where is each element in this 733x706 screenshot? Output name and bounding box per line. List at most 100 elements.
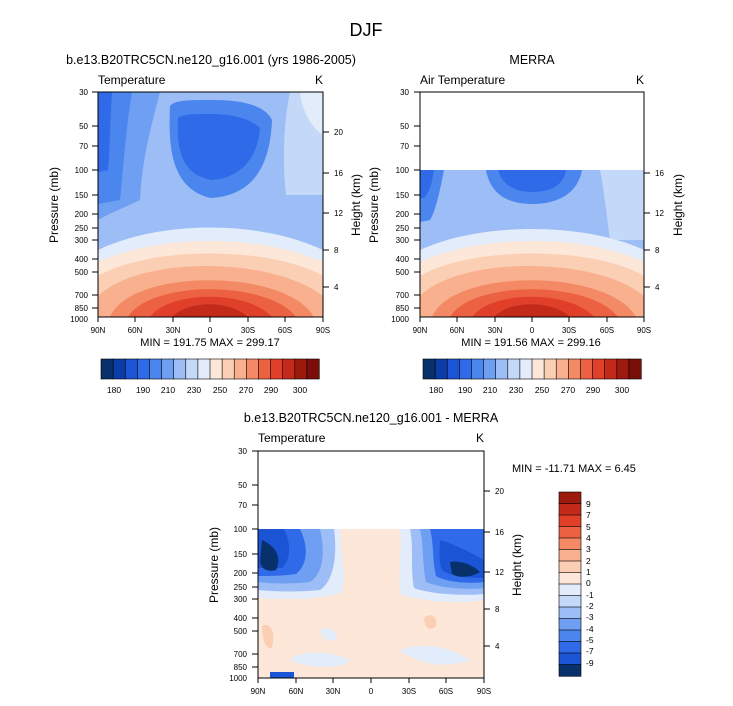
panel-difference-left-label: Temperature [258, 431, 326, 445]
y-tick: 700 [234, 650, 248, 659]
y-tick: 300 [396, 236, 410, 245]
colorbar-swatch [149, 358, 163, 380]
colorbar-swatch [483, 358, 497, 380]
y-tick: 400 [75, 255, 89, 264]
colorbar-swatch [558, 629, 582, 643]
colorbar-swatch [558, 583, 582, 597]
panel-merra-y2label: Height (km) [671, 174, 685, 236]
colorbar-swatch [422, 358, 436, 380]
colorbar-label: -5 [586, 635, 594, 645]
colorbar-swatch [604, 358, 618, 380]
y-tick: 150 [234, 550, 248, 559]
panel-model-ylabel: Pressure (mb) [47, 167, 61, 243]
y-tick: 50 [79, 122, 88, 131]
panel-model-y2-ticks: 20 16 12 8 4 [334, 128, 343, 292]
colorbar-label: 250 [213, 385, 227, 395]
colorbar-swatch [558, 664, 582, 677]
x-tick: 30S [402, 687, 416, 696]
y-tick: 500 [75, 268, 89, 277]
y-tick: 70 [400, 142, 409, 151]
y2-tick: 12 [495, 568, 504, 577]
x-tick: 90S [316, 326, 330, 335]
y-tick: 150 [75, 191, 89, 200]
x-tick: 60N [289, 687, 304, 696]
y-tick: 700 [75, 291, 89, 300]
colorbar-swatch [471, 358, 485, 380]
panel-model-right-label: K [315, 73, 323, 87]
colorbar-swatch [112, 358, 126, 380]
panel-model-field [98, 92, 323, 317]
colorbar-label: -2 [586, 601, 594, 611]
y-tick: 70 [238, 501, 247, 510]
colorbar-label: 190 [458, 385, 472, 395]
colorbar-swatch [558, 652, 582, 666]
colorbar-label: 270 [561, 385, 575, 395]
colorbar-label: -1 [586, 590, 594, 600]
y-tick: 70 [79, 142, 88, 151]
colorbar-swatch [558, 560, 582, 574]
x-tick: 90S [477, 687, 491, 696]
y-tick: 30 [79, 88, 88, 97]
colorbar-swatch [558, 537, 582, 551]
colorbar-swatch [185, 358, 199, 380]
colorbar-label: 270 [239, 385, 253, 395]
colorbar-label: -7 [586, 646, 594, 656]
panel-merra: MERRA Air Temperature K 30 50 70 100 150 [367, 53, 685, 395]
y2-tick: 16 [495, 528, 504, 537]
y-tick: 200 [396, 210, 410, 219]
y-tick: 30 [238, 447, 247, 456]
colorbar-swatch [558, 618, 582, 631]
colorbar-swatch [628, 358, 642, 380]
colorbar-label: 300 [293, 385, 307, 395]
y-tick: 300 [234, 595, 248, 604]
panel-merra-title: MERRA [509, 53, 555, 67]
y-tick: 1000 [70, 315, 88, 324]
y2-tick: 8 [495, 605, 500, 614]
panel-difference-y-ticks: 30 50 70 100 150 200 250 300 400 500 700… [229, 447, 247, 683]
colorbar-swatch [558, 572, 582, 585]
x-tick: 30S [562, 326, 576, 335]
x-tick: 90N [91, 326, 106, 335]
colorbar-label: -9 [586, 658, 594, 668]
colorbar-swatch [558, 514, 582, 528]
y-tick: 100 [396, 166, 410, 175]
y-tick: 250 [234, 583, 248, 592]
panel-merra-ylabel: Pressure (mb) [367, 167, 381, 243]
y-tick: 400 [234, 614, 248, 623]
panel-model: b.e13.B20TRC5CN.ne120_g16.001 (yrs 1986-… [47, 53, 363, 395]
colorbar-label: 250 [535, 385, 549, 395]
y2-tick: 12 [334, 209, 343, 218]
colorbar-swatch [558, 606, 582, 620]
y-tick: 200 [234, 569, 248, 578]
colorbar-swatch [558, 526, 582, 539]
y-tick: 100 [75, 166, 89, 175]
panel-merra-min-max: MIN = 191.56 MAX = 299.16 [461, 337, 600, 349]
panel-merra-left-label: Air Temperature [420, 73, 505, 87]
y2-tick: 16 [334, 169, 343, 178]
colorbar-swatch [616, 358, 630, 380]
panel-model-colorbar-labels: 180 190 210 230 250 270 290 300 [107, 385, 307, 395]
panel-model-colorbar [100, 358, 320, 380]
x-tick: 90N [413, 326, 428, 335]
colorbar-swatch [233, 358, 247, 380]
colorbar-swatch [197, 358, 211, 380]
panel-model-y2label: Height (km) [349, 174, 363, 236]
y-tick: 30 [400, 88, 409, 97]
x-tick: 30N [326, 687, 341, 696]
panel-model-x-ticks: 90N 60N 30N 0 30S 60S 90S [91, 326, 330, 335]
y-tick: 850 [396, 304, 410, 313]
y-tick: 150 [396, 191, 410, 200]
x-tick: 90S [637, 326, 651, 335]
colorbar-swatch [558, 503, 582, 516]
y-tick: 1000 [229, 674, 247, 683]
panel-merra-right-label: K [636, 73, 644, 87]
x-tick: 30N [166, 326, 181, 335]
colorbar-swatch [531, 358, 545, 380]
y-tick: 250 [396, 224, 410, 233]
y2-tick: 4 [655, 283, 660, 292]
x-tick: 0 [530, 326, 535, 335]
panel-merra-y2-ticks: 16 12 8 4 [655, 169, 664, 292]
panel-merra-x-ticks: 90N 60N 30N 0 30S 60S 90S [413, 326, 651, 335]
colorbar-swatch [282, 358, 296, 380]
y-tick: 850 [234, 663, 248, 672]
